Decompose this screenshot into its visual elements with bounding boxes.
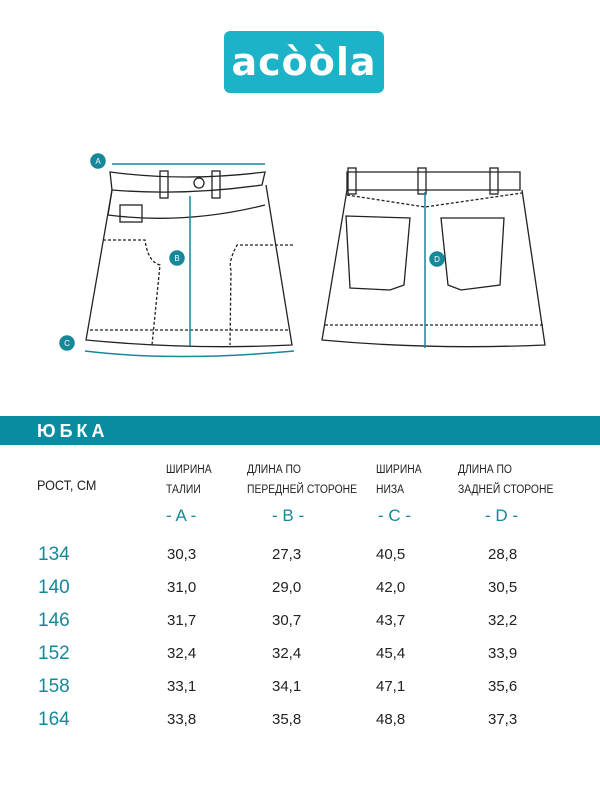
- value-cell: 33,9: [488, 645, 518, 662]
- value-cell: 28,8: [488, 546, 518, 563]
- value-cell: 35,6: [488, 678, 518, 695]
- skirt-front-drawing: [85, 170, 293, 348]
- column-letter-d: - D -: [485, 506, 519, 525]
- value-cell: 32,4: [272, 645, 302, 662]
- value-cell: 47,1: [376, 678, 406, 695]
- value-cell: 34,1: [272, 678, 302, 695]
- size-cell: 134: [38, 544, 70, 565]
- value-cell: 31,7: [167, 612, 197, 629]
- skirt-back-drawing: [321, 167, 546, 348]
- skirt-diagram: A B C D: [59, 153, 546, 358]
- section-title: ЮБКА: [37, 421, 109, 441]
- table-row: 140 31,0 29,0 42,0 30,5: [0, 577, 600, 607]
- size-cell: 140: [38, 577, 70, 598]
- table-row: 164 33,8 35,8 48,8 37,3: [0, 709, 600, 739]
- value-cell: 40,5: [376, 546, 406, 563]
- table-row: 152 32,4 32,4 45,4 33,9: [0, 643, 600, 673]
- value-cell: 31,0: [167, 579, 197, 596]
- column-letter-b: - B -: [272, 506, 305, 525]
- size-cell: 146: [38, 610, 70, 631]
- measurement-lines: [59, 153, 445, 358]
- value-cell: 33,1: [167, 678, 197, 695]
- value-cell: 43,7: [376, 612, 406, 629]
- column-header-c: ШИРИНА НИЗА: [376, 464, 422, 496]
- marker-a-label: A: [95, 157, 101, 166]
- table-row: 134 30,3 27,3 40,5 28,8: [0, 544, 600, 574]
- marker-d-label: D: [434, 255, 440, 264]
- brand-logo: acòòla: [224, 31, 384, 93]
- value-cell: 29,0: [272, 579, 302, 596]
- value-cell: 33,8: [167, 711, 197, 728]
- value-cell: 27,3: [272, 546, 302, 563]
- marker-b-icon: [169, 250, 185, 266]
- value-cell: 35,8: [272, 711, 302, 728]
- size-cell: 152: [38, 643, 70, 664]
- size-cell: 158: [38, 676, 70, 697]
- marker-b-label: B: [174, 254, 179, 263]
- column-letter-c: - C -: [378, 506, 412, 525]
- logo-text: acòòla: [231, 40, 377, 84]
- column-header-d: ДЛИНА ПО ЗАДНЕЙ СТОРОНЕ: [458, 464, 554, 496]
- column-header-b: ДЛИНА ПО ПЕРЕДНЕЙ СТОРОНЕ: [247, 464, 357, 496]
- section-banner: ЮБКА: [0, 416, 600, 445]
- marker-d-icon: [429, 251, 445, 267]
- value-cell: 30,5: [488, 579, 518, 596]
- row-header: РОСТ, СМ: [37, 477, 97, 493]
- value-cell: 30,7: [272, 612, 302, 629]
- value-cell: 32,4: [167, 645, 197, 662]
- value-cell: 32,2: [488, 612, 518, 629]
- column-letter-a: - A -: [166, 506, 197, 525]
- marker-c-label: C: [64, 339, 70, 348]
- marker-a-icon: [90, 153, 106, 169]
- table-row: 146 31,7 30,7 43,7 32,2: [0, 610, 600, 640]
- marker-c-icon: [59, 335, 75, 351]
- size-cell: 164: [38, 709, 70, 730]
- column-header-a: ШИРИНА ТАЛИИ: [166, 464, 212, 496]
- table-row: 158 33,1 34,1 47,1 35,6: [0, 676, 600, 706]
- value-cell: 48,8: [376, 711, 406, 728]
- value-cell: 45,4: [376, 645, 406, 662]
- value-cell: 37,3: [488, 711, 518, 728]
- value-cell: 30,3: [167, 546, 197, 563]
- value-cell: 42,0: [376, 579, 406, 596]
